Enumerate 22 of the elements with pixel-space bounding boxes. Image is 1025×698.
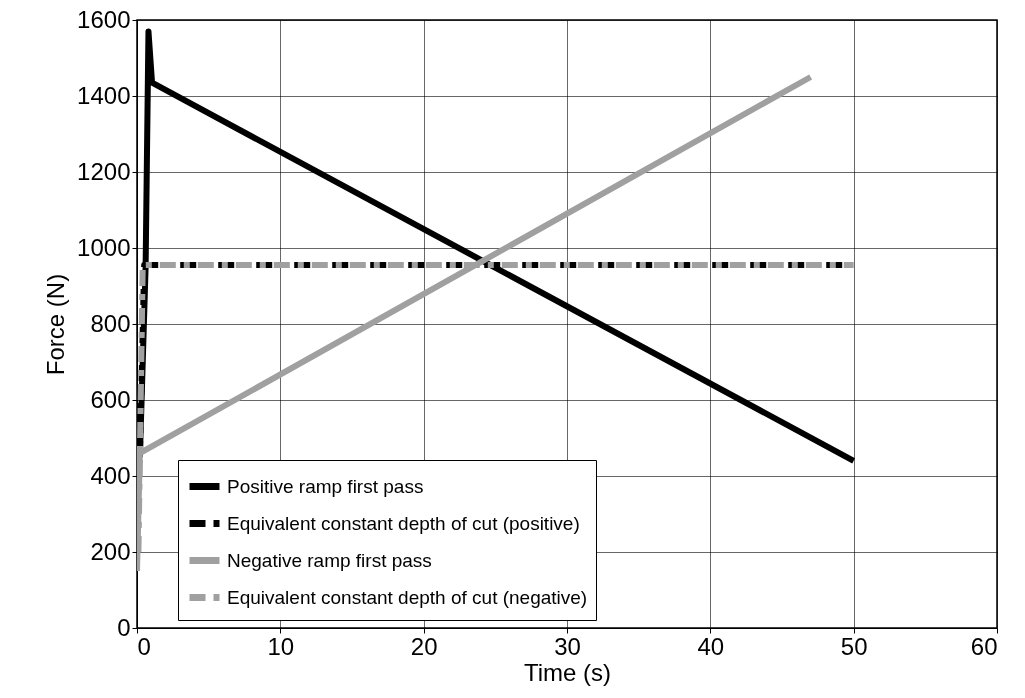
- x-tick-label: 50: [840, 632, 868, 660]
- y-tick-label: 1400: [77, 81, 131, 109]
- y-tick-label: 1200: [77, 157, 131, 185]
- y-tick-label: 1000: [77, 233, 131, 261]
- x-tick-label: 30: [554, 632, 581, 660]
- legend-label: Equivalent constant depth of cut (positive): [227, 512, 580, 534]
- y-tick-label: 600: [90, 385, 131, 413]
- x-tick-label: 20: [410, 632, 438, 660]
- legend-label: Positive ramp first pass: [227, 475, 424, 497]
- y-tick-label: 800: [90, 309, 131, 337]
- x-tick-label: 40: [697, 632, 725, 660]
- y-axis-title: Force (N): [42, 273, 70, 376]
- y-tick-label: 0: [117, 613, 131, 641]
- x-tick-label: 10: [267, 632, 295, 660]
- y-tick-label: 1600: [77, 5, 131, 33]
- x-axis-title: Time (s): [523, 658, 612, 686]
- legend-label: Equivalent constant depth of cut (negative): [227, 586, 588, 608]
- x-tick-label: 60: [970, 632, 998, 660]
- y-tick-label: 200: [90, 537, 131, 565]
- y-tick-label: 400: [90, 461, 131, 489]
- legend-label: Negative ramp first pass: [227, 549, 432, 571]
- x-tick-label: 0: [137, 632, 151, 660]
